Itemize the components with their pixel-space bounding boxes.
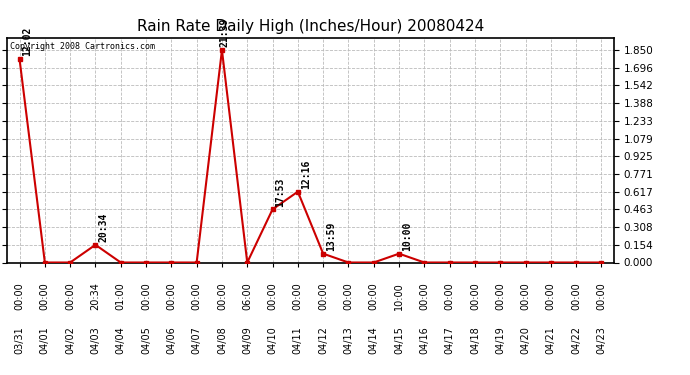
Text: 04/18: 04/18 — [470, 326, 480, 354]
Text: 04/16: 04/16 — [420, 326, 429, 354]
Text: 00:00: 00:00 — [368, 282, 379, 310]
Text: 04/23: 04/23 — [596, 326, 607, 354]
Text: 04/04: 04/04 — [116, 326, 126, 354]
Text: 20:34: 20:34 — [98, 213, 108, 242]
Text: 04/07: 04/07 — [192, 326, 201, 354]
Text: 00:00: 00:00 — [571, 282, 581, 310]
Text: 21:39: 21:39 — [219, 18, 230, 47]
Text: 04/21: 04/21 — [546, 326, 556, 354]
Text: 03/31: 03/31 — [14, 326, 25, 354]
Text: 00:00: 00:00 — [40, 282, 50, 310]
Text: 04/05: 04/05 — [141, 326, 151, 354]
Text: 04/11: 04/11 — [293, 326, 303, 354]
Text: 20:34: 20:34 — [90, 282, 101, 310]
Text: 04/10: 04/10 — [268, 326, 277, 354]
Text: 04/06: 04/06 — [166, 326, 177, 354]
Text: 00:00: 00:00 — [444, 282, 455, 310]
Text: 12:16: 12:16 — [301, 159, 310, 189]
Text: 04/20: 04/20 — [520, 326, 531, 354]
Text: 13:59: 13:59 — [326, 222, 336, 251]
Text: 00:00: 00:00 — [293, 282, 303, 310]
Text: 00:00: 00:00 — [268, 282, 277, 310]
Text: 04/12: 04/12 — [318, 326, 328, 354]
Text: 00:00: 00:00 — [596, 282, 607, 310]
Text: 04/17: 04/17 — [444, 326, 455, 354]
Text: 00:00: 00:00 — [470, 282, 480, 310]
Text: 00:00: 00:00 — [520, 282, 531, 310]
Text: 00:00: 00:00 — [65, 282, 75, 310]
Text: 00:00: 00:00 — [14, 282, 25, 310]
Text: 17:53: 17:53 — [275, 177, 286, 207]
Text: 04/13: 04/13 — [344, 326, 353, 354]
Text: 04/01: 04/01 — [40, 326, 50, 354]
Text: 00:00: 00:00 — [141, 282, 151, 310]
Text: 00:00: 00:00 — [495, 282, 505, 310]
Text: 10:00: 10:00 — [394, 282, 404, 310]
Text: 04/02: 04/02 — [65, 326, 75, 354]
Text: 04/22: 04/22 — [571, 326, 581, 354]
Text: 00:00: 00:00 — [546, 282, 556, 310]
Text: 01:00: 01:00 — [116, 282, 126, 310]
Text: Copyright 2008 Cartronics.com: Copyright 2008 Cartronics.com — [10, 42, 155, 51]
Text: 04/03: 04/03 — [90, 326, 101, 354]
Text: 04/14: 04/14 — [368, 326, 379, 354]
Text: 04/08: 04/08 — [217, 326, 227, 354]
Title: Rain Rate Daily High (Inches/Hour) 20080424: Rain Rate Daily High (Inches/Hour) 20080… — [137, 18, 484, 33]
Text: 00:00: 00:00 — [344, 282, 353, 310]
Text: 06:00: 06:00 — [242, 282, 253, 310]
Text: 00:00: 00:00 — [217, 282, 227, 310]
Text: 00:00: 00:00 — [192, 282, 201, 310]
Text: 10:00: 10:00 — [402, 222, 412, 251]
Text: 04/19: 04/19 — [495, 326, 505, 354]
Text: 04/15: 04/15 — [394, 326, 404, 354]
Text: 04/09: 04/09 — [242, 326, 253, 354]
Text: 00:00: 00:00 — [166, 282, 177, 310]
Text: 00:00: 00:00 — [420, 282, 429, 310]
Text: 00:00: 00:00 — [318, 282, 328, 310]
Text: 12:02: 12:02 — [22, 27, 32, 56]
